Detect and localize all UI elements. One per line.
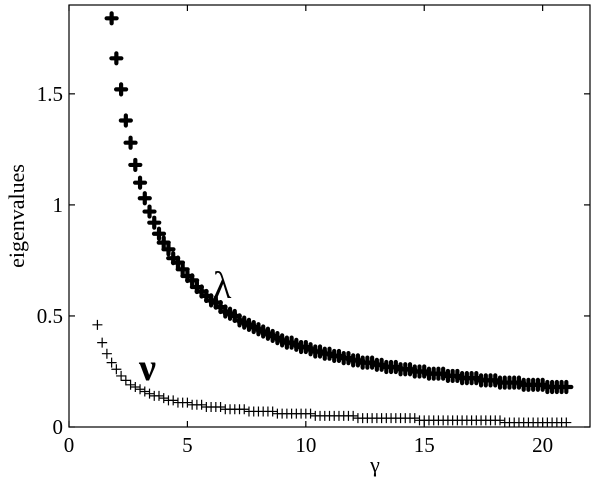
nu-point [135, 384, 146, 395]
data-points [92, 11, 574, 428]
nu-point [215, 402, 226, 413]
nu-series [92, 319, 572, 428]
nu-point [409, 413, 420, 424]
lambda-point [559, 379, 574, 395]
lambda-point [114, 82, 129, 97]
y-tick-label: 1 [53, 193, 64, 217]
nu-point [101, 348, 112, 359]
nu-point [158, 393, 169, 404]
nu-point [120, 375, 131, 386]
lambda-point [156, 235, 171, 250]
nu-point [139, 386, 150, 397]
lambda-annotation: λ [213, 265, 232, 307]
x-tick-label: 15 [414, 433, 435, 457]
nu-point [106, 357, 117, 368]
y-tick-label: 1.5 [37, 82, 63, 106]
lambda-point [147, 215, 162, 230]
lambda-point [109, 51, 124, 66]
lambda-point [151, 226, 167, 241]
plot-frame [68, 4, 591, 428]
nu-point [153, 390, 164, 401]
nu-annotation: ν [138, 347, 156, 389]
nu-point [267, 406, 278, 417]
lambda-point [128, 157, 143, 173]
nu-point [196, 399, 207, 410]
lambda-point [161, 242, 176, 257]
lambda-series [104, 11, 574, 395]
nu-point [125, 379, 136, 390]
lambda-point [185, 273, 200, 288]
nu-point [561, 417, 572, 428]
x-tick-label: 10 [295, 433, 316, 457]
nu-point [495, 415, 506, 426]
x-tick-label: 20 [532, 433, 553, 457]
lambda-point [142, 204, 157, 219]
lambda-point [123, 135, 138, 150]
nu-point [116, 370, 127, 381]
nu-point [348, 410, 359, 421]
nu-point [305, 408, 316, 419]
nu-point [130, 382, 141, 393]
lambda-point [104, 11, 119, 26]
nu-point [168, 395, 179, 406]
lambda-point [175, 262, 190, 277]
lambda-point [118, 113, 133, 128]
nu-point [182, 397, 193, 408]
x-tick-label: 5 [182, 433, 193, 457]
nu-point [92, 319, 103, 330]
lambda-point [137, 191, 152, 206]
y-tick-label: 0.5 [37, 304, 63, 328]
axis-tick-labels: 0 5 10 15 20 0 0.5 1 1.5 [37, 82, 553, 457]
x-tick-label: 0 [64, 433, 75, 457]
nu-point [239, 404, 250, 415]
nu-point [144, 388, 155, 399]
lambda-point [170, 255, 186, 270]
y-axis-label: eigenvalues [4, 164, 29, 268]
nu-point [97, 337, 108, 348]
lambda-point [132, 175, 148, 190]
nu-point [111, 364, 122, 375]
y-tick-label: 0 [53, 415, 64, 439]
x-axis-label: γ [369, 452, 380, 477]
